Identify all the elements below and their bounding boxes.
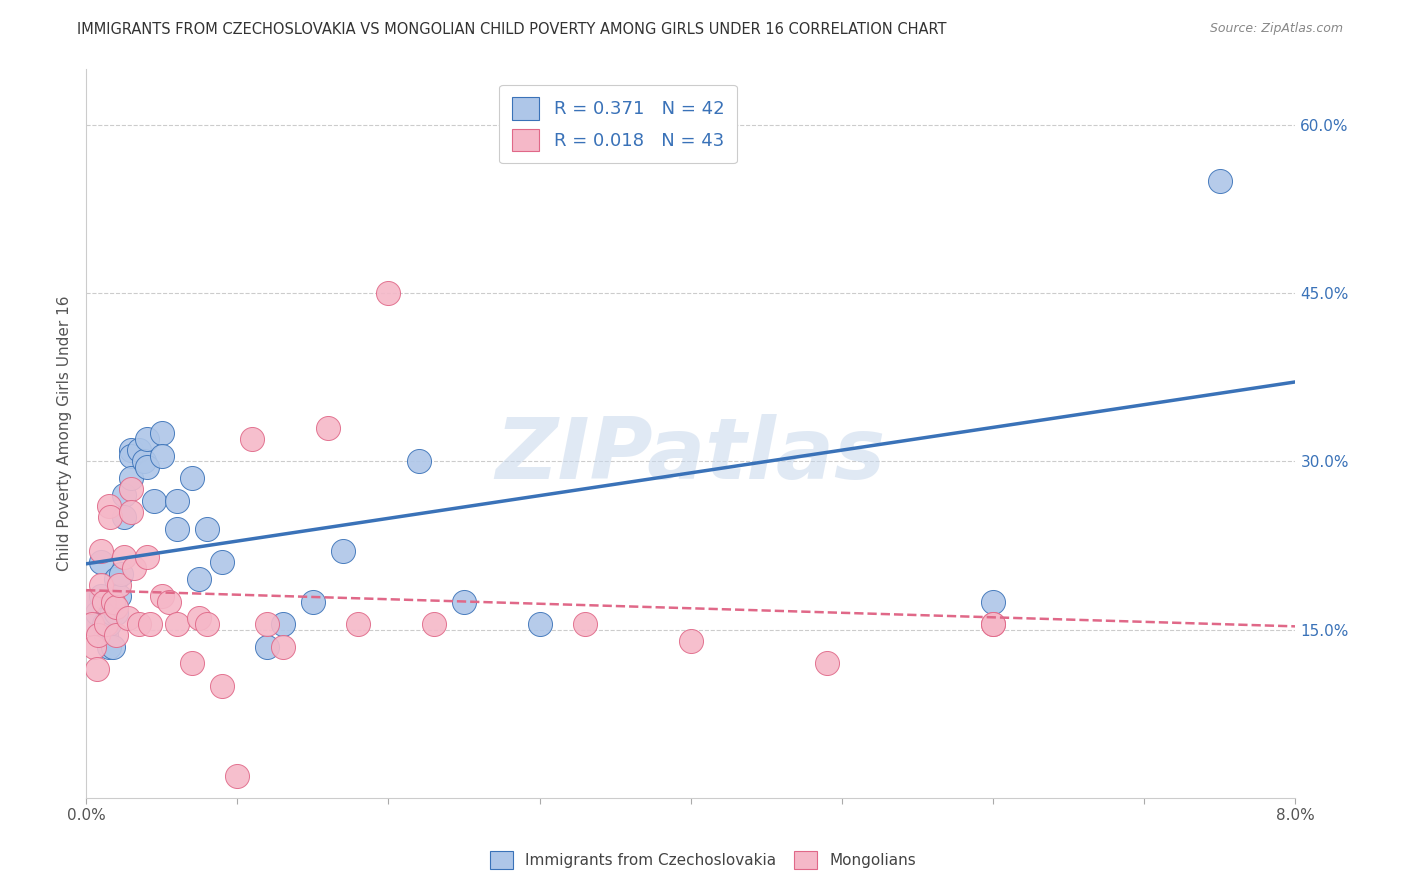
Point <box>211 555 233 569</box>
Point <box>347 617 370 632</box>
Point <box>453 594 475 608</box>
Point <box>981 617 1004 632</box>
Point <box>90 555 112 569</box>
Point <box>103 594 125 608</box>
Point <box>87 628 110 642</box>
Point <box>135 549 157 564</box>
Point <box>79 594 101 608</box>
Point <box>423 617 446 632</box>
Point <box>981 594 1004 608</box>
Point <box>94 617 117 632</box>
Legend: R = 0.371   N = 42, R = 0.018   N = 43: R = 0.371 N = 42, R = 0.018 N = 43 <box>499 85 737 163</box>
Point <box>166 617 188 632</box>
Point <box>97 640 120 654</box>
Point <box>132 454 155 468</box>
Point <box>83 617 105 632</box>
Point <box>332 544 354 558</box>
Point <box>90 544 112 558</box>
Point <box>195 617 218 632</box>
Point <box>86 662 108 676</box>
Point <box>105 572 128 586</box>
Point <box>195 522 218 536</box>
Point <box>135 432 157 446</box>
Point <box>108 578 131 592</box>
Point <box>112 488 135 502</box>
Point <box>105 600 128 615</box>
Point <box>271 640 294 654</box>
Point <box>105 606 128 620</box>
Point <box>128 617 150 632</box>
Text: Source: ZipAtlas.com: Source: ZipAtlas.com <box>1209 22 1343 36</box>
Point <box>112 510 135 524</box>
Point <box>574 617 596 632</box>
Point <box>180 657 202 671</box>
Point <box>188 572 211 586</box>
Point <box>256 640 278 654</box>
Point <box>120 483 142 497</box>
Point <box>377 285 399 300</box>
Point <box>301 594 323 608</box>
Point <box>408 454 430 468</box>
Point <box>108 589 131 603</box>
Point <box>1209 174 1232 188</box>
Point <box>679 634 702 648</box>
Point <box>157 594 180 608</box>
Point <box>981 617 1004 632</box>
Point <box>86 606 108 620</box>
Point <box>143 493 166 508</box>
Point <box>120 471 142 485</box>
Point <box>103 640 125 654</box>
Point <box>120 449 142 463</box>
Point <box>97 617 120 632</box>
Point <box>93 594 115 608</box>
Point <box>120 443 142 458</box>
Point <box>100 606 122 620</box>
Point <box>93 617 115 632</box>
Point <box>240 432 263 446</box>
Point <box>98 510 121 524</box>
Point <box>188 611 211 625</box>
Point <box>128 443 150 458</box>
Point <box>110 566 132 581</box>
Point <box>529 617 551 632</box>
Point <box>135 460 157 475</box>
Point <box>226 769 249 783</box>
Point <box>256 617 278 632</box>
Point <box>271 617 294 632</box>
Point <box>150 449 173 463</box>
Point <box>120 505 142 519</box>
Point <box>112 549 135 564</box>
Point <box>166 522 188 536</box>
Point <box>150 589 173 603</box>
Point <box>90 589 112 603</box>
Point <box>77 594 100 608</box>
Point <box>94 628 117 642</box>
Point <box>815 657 838 671</box>
Point <box>83 640 105 654</box>
Point <box>150 426 173 441</box>
Point <box>166 493 188 508</box>
Point <box>105 628 128 642</box>
Point <box>180 471 202 485</box>
Point <box>90 578 112 592</box>
Text: ZIPatlas: ZIPatlas <box>496 414 886 497</box>
Y-axis label: Child Poverty Among Girls Under 16: Child Poverty Among Girls Under 16 <box>58 295 72 571</box>
Point <box>82 617 104 632</box>
Point <box>97 500 120 514</box>
Point <box>124 561 146 575</box>
Text: IMMIGRANTS FROM CZECHOSLOVAKIA VS MONGOLIAN CHILD POVERTY AMONG GIRLS UNDER 16 C: IMMIGRANTS FROM CZECHOSLOVAKIA VS MONGOL… <box>77 22 946 37</box>
Point <box>138 617 160 632</box>
Legend: Immigrants from Czechoslovakia, Mongolians: Immigrants from Czechoslovakia, Mongolia… <box>484 845 922 875</box>
Point <box>316 420 339 434</box>
Point <box>211 679 233 693</box>
Point <box>117 611 139 625</box>
